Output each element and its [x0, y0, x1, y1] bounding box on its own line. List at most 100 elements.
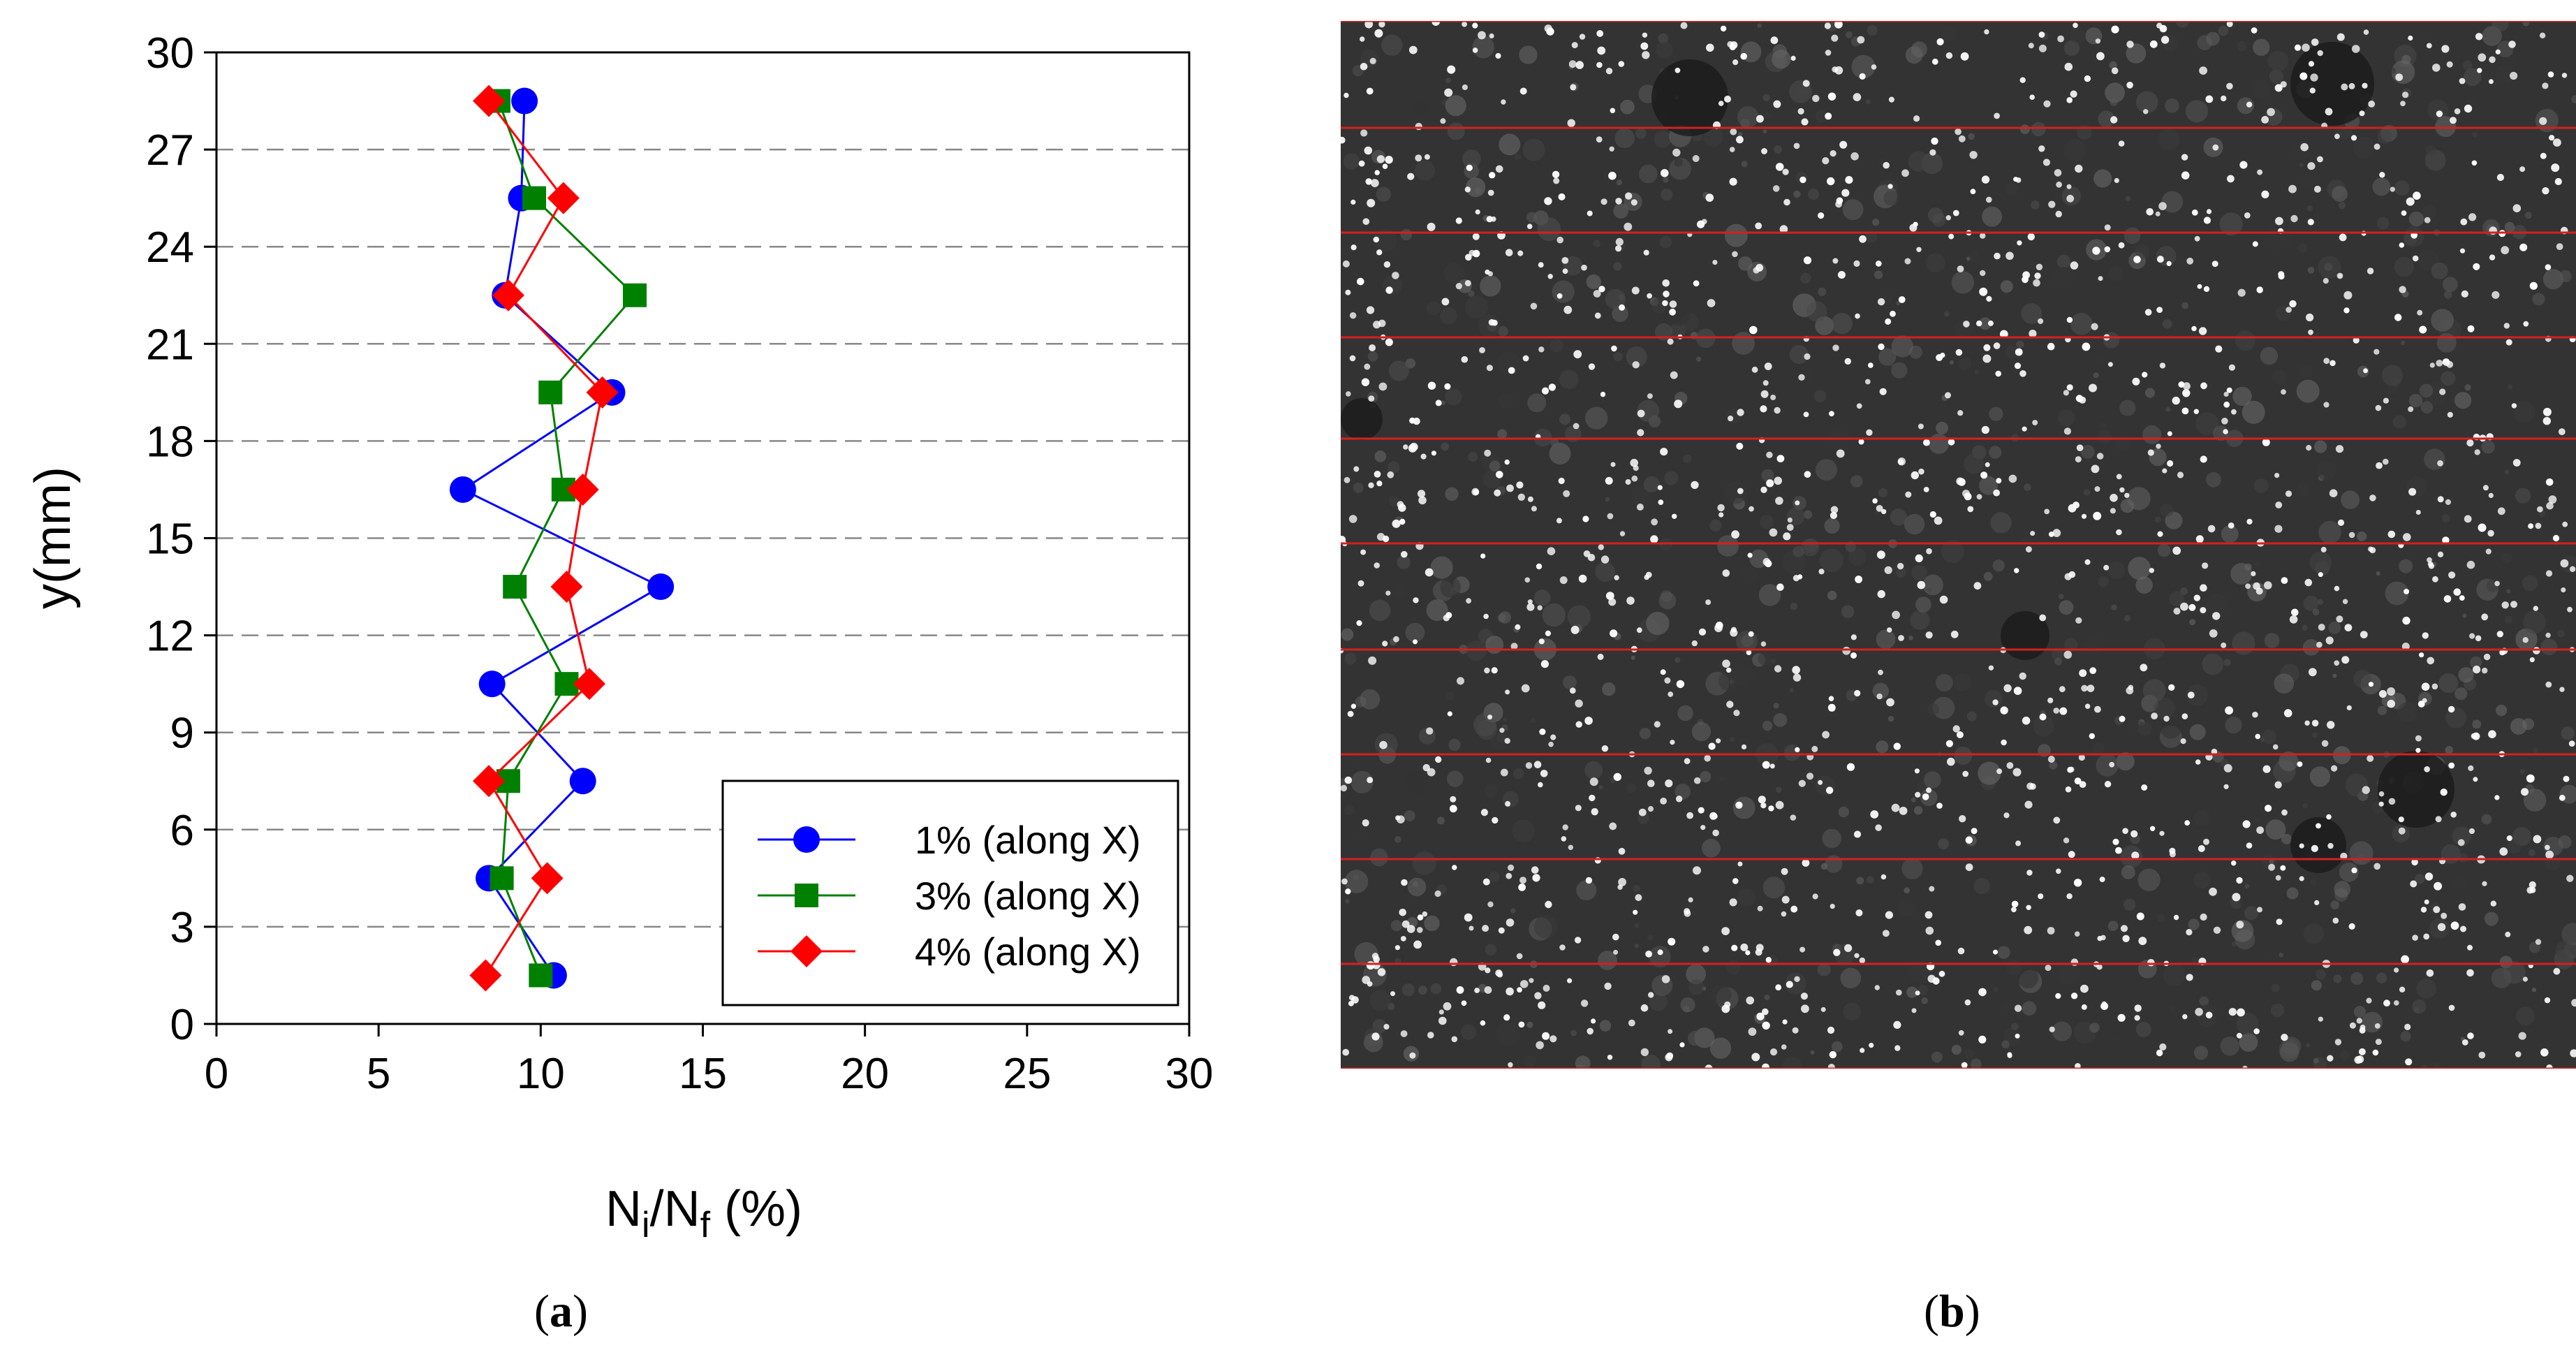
fiber-dot — [1663, 291, 1670, 298]
fiber-dot — [1589, 777, 1598, 786]
fiber-dot — [1395, 815, 1401, 821]
fiber-dot — [1383, 261, 1391, 268]
fiber-dot — [2478, 53, 2487, 62]
fiber-dot — [1570, 625, 1580, 634]
aggregate-grain — [1559, 413, 1570, 425]
aggregate-grain — [2119, 400, 2136, 416]
fiber-dot — [2015, 840, 2022, 847]
fiber-dot — [1792, 666, 1800, 674]
fiber-dot — [2459, 78, 2466, 85]
fiber-dot — [1793, 142, 1800, 149]
void — [1651, 59, 1728, 136]
fiber-dot — [1575, 699, 1583, 708]
aggregate-grain — [1786, 507, 1805, 526]
aggregate-grain — [1724, 481, 1748, 504]
fiber-dot — [1349, 355, 1356, 362]
fiber-dot — [2399, 986, 2406, 993]
aggregate-grain — [2011, 1023, 2019, 1031]
fiber-dot — [1876, 505, 1883, 512]
aggregate-grain — [2441, 371, 2456, 386]
fiber-dot — [1760, 390, 1769, 398]
fiber-dot — [1542, 1032, 1550, 1040]
fiber-dot — [2432, 64, 2441, 72]
fiber-dot — [2142, 372, 2148, 378]
fiber-dot — [2161, 36, 2170, 44]
fiber-dot — [2275, 501, 2283, 508]
fiber-dot — [2545, 632, 2551, 638]
fiber-dot — [1519, 877, 1526, 884]
fiber-dot — [2571, 999, 2576, 1007]
fiber-dot — [2045, 965, 2052, 972]
aggregate-grain — [1400, 228, 1413, 241]
fiber-dot — [2066, 893, 2073, 900]
fiber-dot — [1686, 812, 1693, 819]
aggregate-grain — [1804, 539, 1818, 553]
fiber-dot — [2533, 835, 2542, 844]
fiber-dot — [2394, 1000, 2399, 1006]
fiber-dot — [2383, 397, 2389, 404]
fiber-dot — [2308, 61, 2315, 67]
fiber-dot — [1929, 149, 1936, 156]
fiber-dot — [2187, 691, 2195, 698]
fiber-dot — [2551, 163, 2560, 173]
fiber-dot — [1786, 524, 1794, 532]
fiber-dot — [1893, 742, 1901, 750]
fiber-dot — [1799, 946, 1806, 953]
aggregate-grain — [1559, 369, 1579, 389]
aggregate-grain — [2540, 638, 2558, 656]
fiber-dot — [2182, 1013, 2188, 1020]
fiber-dot — [1854, 953, 1860, 958]
fiber-dot — [2478, 1051, 2486, 1059]
fiber-dot — [1548, 383, 1556, 391]
aggregate-grain — [1904, 513, 1925, 535]
fiber-dot — [1800, 993, 1808, 1000]
fiber-dot — [1640, 42, 1649, 50]
aggregate-grain — [2274, 673, 2295, 694]
fiber-dot — [1760, 641, 1767, 647]
fiber-dot — [1609, 822, 1617, 830]
fiber-dot — [2424, 217, 2431, 224]
data-point — [586, 376, 619, 409]
fiber-dot — [1770, 36, 1779, 45]
aggregate-grain — [2316, 969, 2326, 980]
fiber-dot — [1538, 1001, 1546, 1009]
fiber-dot — [1541, 387, 1550, 395]
fiber-dot — [1891, 803, 1900, 812]
fiber-dot — [1563, 305, 1573, 314]
fiber-dot — [1850, 652, 1857, 659]
y-tick-label: 3 — [170, 904, 194, 952]
fiber-dot — [1720, 25, 1727, 32]
fiber-dot — [1424, 154, 1430, 160]
fiber-dot — [1712, 829, 1719, 837]
aggregate-grain — [1806, 301, 1827, 322]
aggregate-grain — [1979, 476, 1998, 495]
fiber-dot — [1661, 975, 1670, 983]
fiber-dot — [1890, 310, 1896, 317]
fiber-dot — [1749, 506, 1754, 512]
fiber-dot — [1983, 344, 1991, 351]
fiber-dot — [2475, 635, 2482, 642]
fiber-dot — [1519, 980, 1529, 988]
fiber-dot — [2466, 969, 2474, 977]
fiber-dot — [2394, 314, 2402, 321]
fiber-dot — [2505, 339, 2512, 346]
fiber-dot — [1377, 968, 1386, 976]
fiber-dot — [1378, 21, 1385, 28]
aggregate-grain — [2561, 923, 2576, 946]
fiber-dot — [2169, 847, 2176, 854]
x-tick-label: 5 — [367, 1050, 390, 1098]
aggregate-grain — [2397, 702, 2417, 722]
fiber-dot — [1399, 518, 1406, 525]
fiber-dot — [1897, 562, 1904, 570]
aggregate-grain — [2092, 742, 2105, 755]
fiber-particles — [1341, 21, 2576, 1069]
fiber-dot — [1956, 477, 1964, 485]
fiber-dot — [2111, 25, 2119, 34]
aggregate-grain — [1661, 590, 1672, 602]
fiber-dot — [2116, 474, 2122, 480]
aggregate-grain — [2219, 212, 2243, 236]
fiber-dot — [2373, 143, 2380, 150]
fiber-dot — [1760, 405, 1767, 413]
aggregate-grain — [1459, 1043, 1467, 1051]
fiber-dot — [2015, 1033, 2020, 1039]
